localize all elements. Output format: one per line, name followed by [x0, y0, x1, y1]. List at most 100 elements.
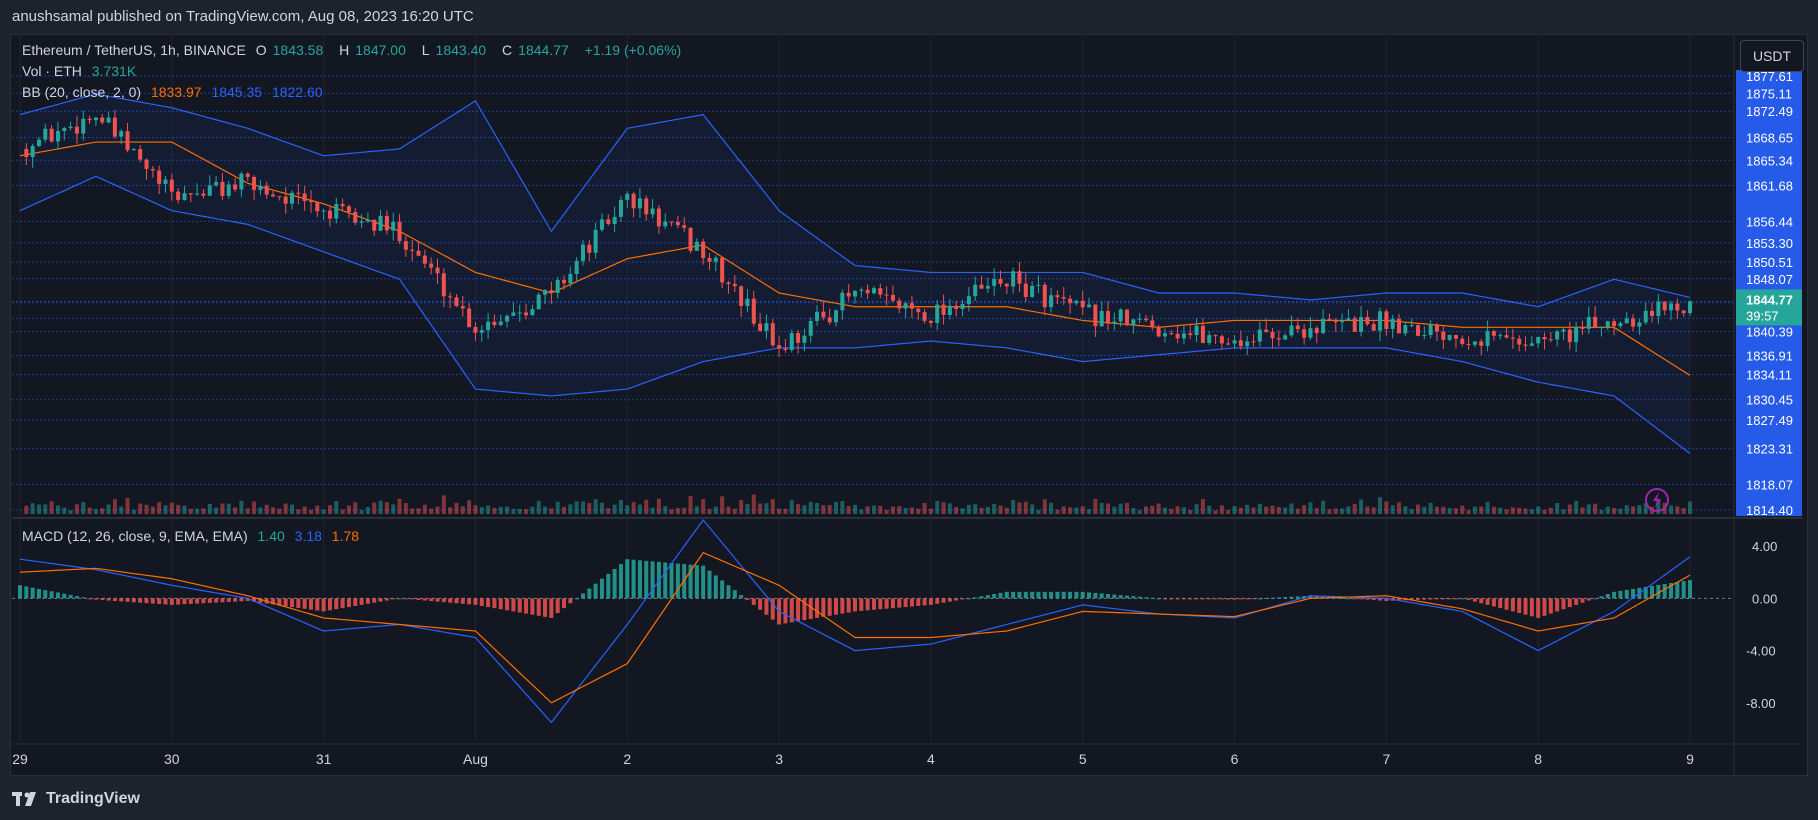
macd-histogram-bar [1080, 591, 1085, 599]
macd-histogram-bar [1308, 595, 1313, 599]
candle-body [1068, 298, 1073, 304]
candle-body [49, 128, 54, 142]
volume-label[interactable]: Vol · ETH [22, 63, 82, 79]
volume-bar [941, 502, 946, 514]
volume-bar [1504, 509, 1509, 514]
macd-histogram-bar [460, 598, 465, 604]
volume-bar [1403, 506, 1408, 514]
macd-histogram-bar [1188, 598, 1193, 600]
macd-histogram-bar [726, 585, 731, 599]
macd-label[interactable]: MACD (12, 26, close, 9, EMA, EMA) [22, 528, 248, 544]
candle-body [890, 294, 895, 301]
candle-body [777, 345, 782, 349]
candle-body [998, 278, 1003, 284]
macd-histogram-bar [1118, 595, 1123, 599]
volume-bar [220, 503, 225, 514]
candle-body [1074, 300, 1079, 304]
macd-histogram-bar [290, 598, 295, 608]
candle-body [808, 320, 813, 336]
macd-histogram-bar [960, 598, 965, 600]
candle-body [1017, 271, 1022, 284]
macd-histogram-bar [865, 598, 870, 611]
time-axis-label: 3 [775, 751, 783, 767]
macd-histogram-bar [226, 598, 231, 602]
candle-body [74, 126, 79, 134]
macd-histogram-bar [606, 573, 611, 599]
candle-body [618, 199, 623, 217]
bollinger-bands [19, 93, 1691, 455]
volume-bar [372, 502, 377, 514]
candle-body [707, 258, 712, 262]
volume-bar [1049, 502, 1054, 514]
volume-bar [245, 508, 250, 514]
volume-bar [429, 508, 434, 514]
candle-body [1333, 319, 1338, 323]
candle-body [884, 294, 889, 296]
volume-bar [606, 508, 611, 514]
volume-bar [125, 498, 130, 514]
volume-bar [1270, 505, 1275, 514]
bb-upper-value: 1845.35 [211, 84, 263, 100]
candle-body [745, 298, 750, 307]
macd-histogram-bar [1093, 592, 1098, 599]
candle-body [296, 192, 301, 194]
candle-body [441, 273, 446, 297]
volume-bar [163, 505, 168, 514]
candle-body [1542, 336, 1547, 340]
macd-histogram-bar [1068, 591, 1073, 599]
candle-body [505, 315, 510, 322]
macd-histogram-bar [675, 563, 680, 599]
candle-body [1510, 337, 1515, 339]
volume-bar [580, 501, 585, 514]
macd-histogram-bar [296, 598, 301, 608]
candle-body [1371, 324, 1376, 331]
macd-histogram-bar [100, 598, 105, 601]
macd-histogram-bar [1397, 598, 1402, 601]
candle-body [1688, 301, 1692, 314]
bb-label[interactable]: BB (20, close, 2, 0) [22, 84, 142, 100]
candle-body [859, 289, 864, 291]
volume-bar [992, 503, 997, 514]
macd-histogram-bar [789, 598, 794, 623]
volume-bar [226, 503, 231, 514]
macd-histogram-bar [1466, 598, 1471, 600]
macd-histogram-bar [580, 593, 585, 599]
candle-body [372, 219, 377, 231]
volume-bar [935, 501, 940, 514]
macd-histogram-bar [93, 598, 98, 600]
candle-body [384, 215, 389, 231]
candle-body [195, 193, 200, 195]
volume-bar [106, 504, 111, 514]
macd-histogram-bar [498, 598, 503, 610]
time-axis-label: Aug [463, 751, 488, 767]
candle-body [979, 284, 984, 289]
volume-bar [846, 506, 851, 514]
volume-value: 3.731K [91, 63, 137, 79]
currency-button[interactable]: USDT [1740, 40, 1804, 72]
volume-bar [1441, 506, 1446, 514]
tradingview-logo[interactable]: TradingView [12, 790, 140, 808]
volume-bar [1548, 507, 1553, 514]
tradingview-logo-icon [12, 792, 36, 806]
macd-histogram-bar [625, 559, 630, 599]
candle-body [397, 221, 402, 242]
macd-histogram-bar [922, 598, 927, 606]
volume-bar [1529, 509, 1534, 514]
candle-body [853, 290, 857, 297]
macd-histogram-bar [574, 598, 579, 600]
macd-histogram-bar [1384, 598, 1389, 601]
volume-bar [1175, 506, 1180, 514]
candle-body [726, 282, 731, 284]
macd-histogram-bar [131, 598, 136, 603]
volume-bar [966, 504, 971, 514]
symbol-label[interactable]: Ethereum / TetherUS, 1h, BINANCE [22, 42, 246, 58]
candle-body [644, 198, 649, 215]
macd-histogram-bar [1219, 598, 1224, 600]
volume-bar [1004, 507, 1009, 514]
volume-bar [663, 506, 668, 514]
macd-histogram-bar [840, 598, 845, 614]
macd-histogram-bar [1074, 591, 1079, 599]
macd-histogram-bar [1656, 584, 1661, 599]
candle-body [24, 148, 29, 158]
